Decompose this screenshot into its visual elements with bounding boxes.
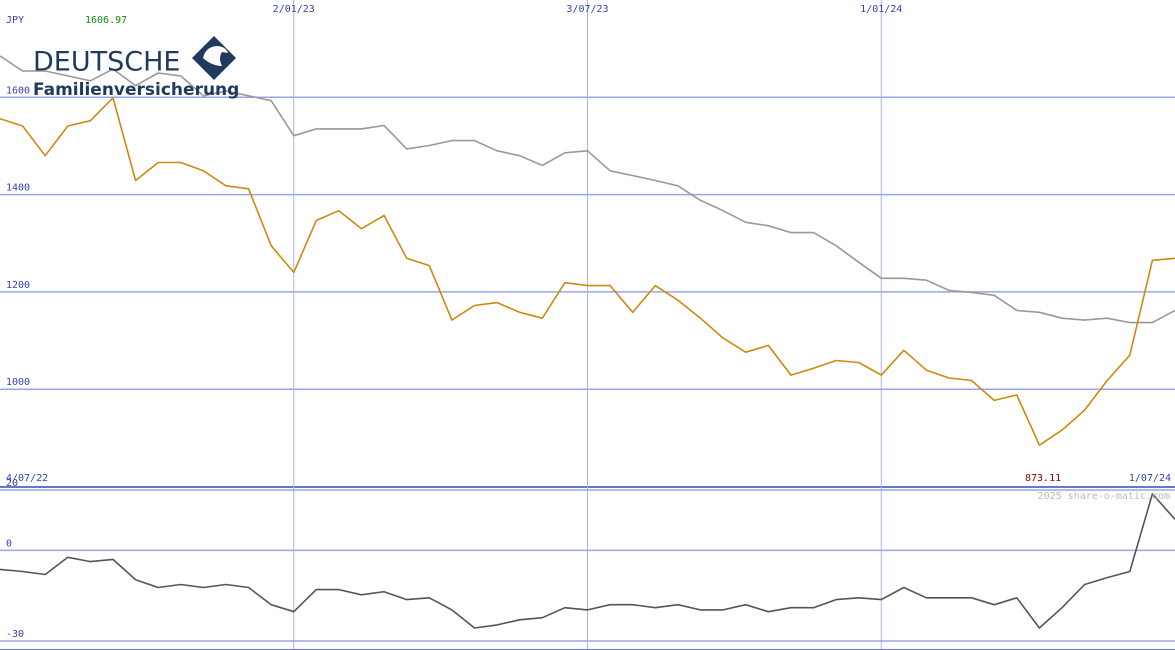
y-tick-label: 1000 — [6, 377, 30, 388]
marks-layer — [0, 55, 1175, 629]
x-tick-label: 2/01/23 — [273, 4, 315, 15]
y-tick-label: -30 — [6, 629, 24, 640]
y-tick-label: 1200 — [6, 280, 30, 291]
currency-label: JPY — [6, 15, 24, 26]
logo-text: DEUTSCHE — [33, 47, 180, 78]
credit: 2025 share-o-matic.com — [1038, 491, 1170, 502]
low-label: 873.11 — [1025, 473, 1061, 484]
logo-eagle — [203, 46, 228, 66]
series-line — [0, 97, 1175, 446]
x-tick-label: 3/07/23 — [566, 4, 608, 15]
high-label: 1606.97 — [85, 15, 127, 26]
x-tick-label: 4/07/22 — [6, 473, 48, 484]
logo: DEUTSCHE Familienversicherung — [33, 36, 239, 100]
y-tick-label: 1400 — [6, 183, 30, 194]
y-tick-label: 1600 — [6, 85, 30, 96]
y-tick-label: 0 — [6, 538, 12, 549]
x-tick-label: 1/01/24 — [860, 4, 902, 15]
series-line — [0, 55, 1175, 324]
y-tick-label: 20 — [6, 478, 18, 489]
x-tick-label: 1/07/24 — [1129, 473, 1171, 484]
logo-subtext: Familienversicherung — [33, 80, 239, 100]
series-line — [0, 493, 1175, 629]
